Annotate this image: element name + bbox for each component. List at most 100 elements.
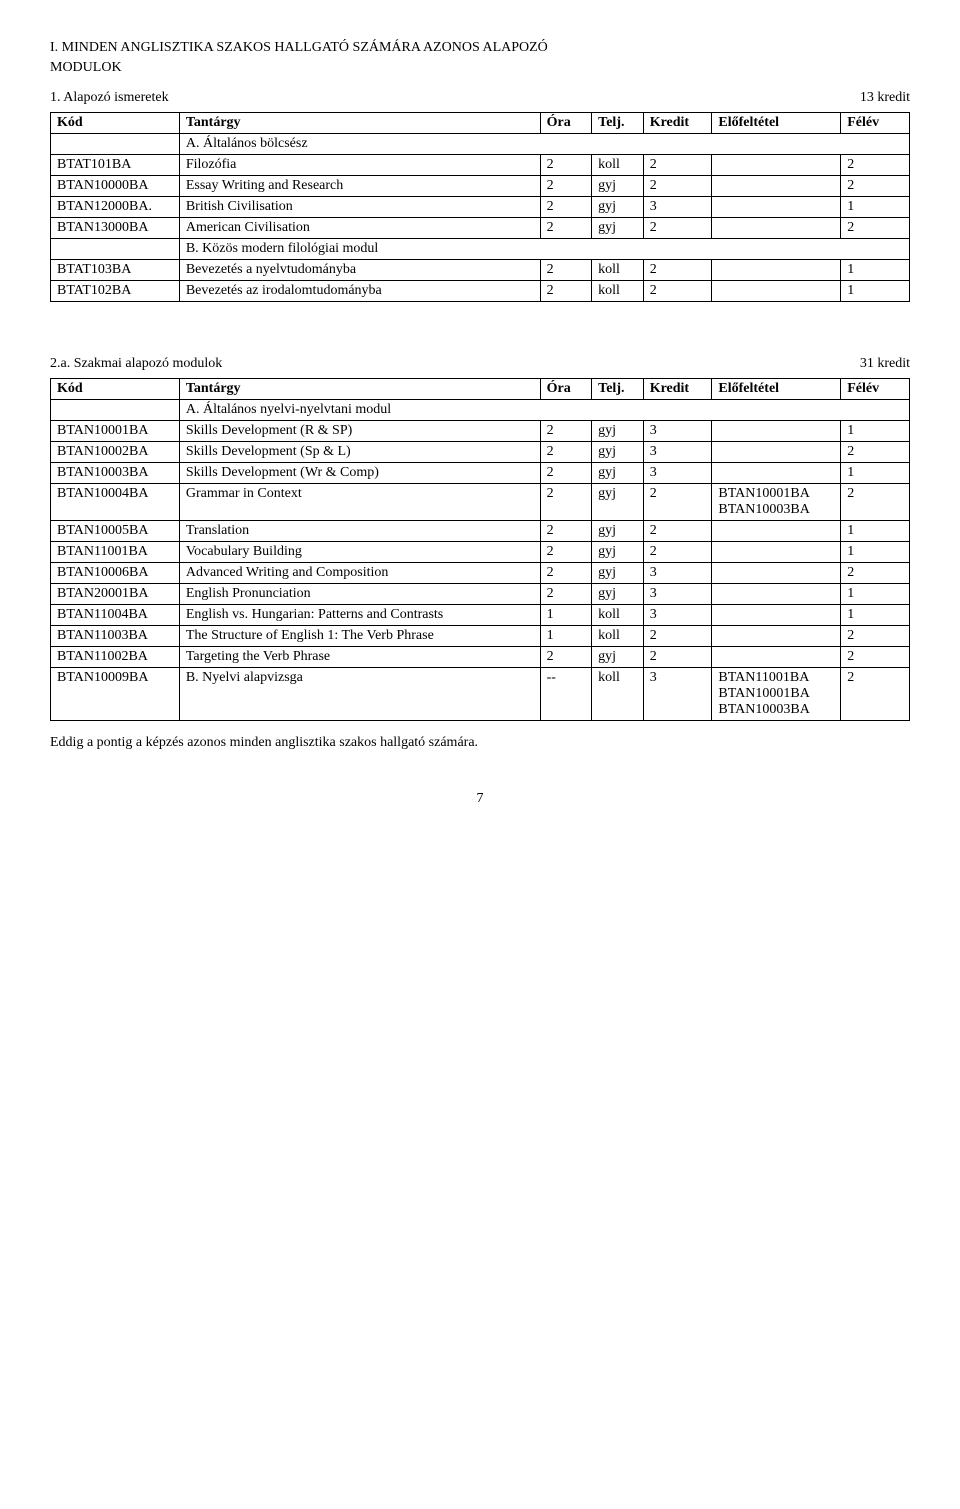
cell-ora: 1: [540, 605, 592, 626]
cell-subj: Vocabulary Building: [179, 542, 540, 563]
cell-fel: 2: [841, 155, 910, 176]
cell-kred: 2: [643, 218, 712, 239]
cell-subj: Advanced Writing and Composition: [179, 563, 540, 584]
table-header-row: Kód Tantárgy Óra Telj. Kredit Előfeltéte…: [51, 379, 910, 400]
cell-subj: Targeting the Verb Phrase: [179, 647, 540, 668]
cell-kred: 3: [643, 197, 712, 218]
table-group-row: A. Általános nyelvi-nyelvtani modul: [51, 400, 910, 421]
cell-ora: 2: [540, 260, 592, 281]
cell-code: BTAN10005BA: [51, 521, 180, 542]
th-felev: Félév: [841, 113, 910, 134]
cell-pre: [712, 218, 841, 239]
table-header-row: Kód Tantárgy Óra Telj. Kredit Előfeltéte…: [51, 113, 910, 134]
cell-fel: 2: [841, 647, 910, 668]
cell-telj: gyj: [592, 442, 644, 463]
cell-subj: British Civilisation: [179, 197, 540, 218]
cell-ora: 2: [540, 421, 592, 442]
cell-fel: 1: [841, 197, 910, 218]
cell-fel: 2: [841, 176, 910, 197]
cell-kred: 3: [643, 563, 712, 584]
cell-subj: Translation: [179, 521, 540, 542]
cell-telj: gyj: [592, 584, 644, 605]
table-row: BTAN10006BA Advanced Writing and Composi…: [51, 563, 910, 584]
cell-telj: gyj: [592, 218, 644, 239]
cell-telj: gyj: [592, 484, 644, 521]
th-code: Kód: [51, 379, 180, 400]
cell-ora: 2: [540, 542, 592, 563]
cell-pre: [712, 647, 841, 668]
table-group-row: B. Közös modern filológiai modul: [51, 239, 910, 260]
cell-empty: [51, 134, 180, 155]
cell-kred: 3: [643, 442, 712, 463]
section1-credit: 13 kredit: [860, 90, 910, 106]
cell-kred: 3: [643, 421, 712, 442]
cell-telj: koll: [592, 260, 644, 281]
cell-pre: [712, 421, 841, 442]
cell-code: BTAN11004BA: [51, 605, 180, 626]
cell-subj: Grammar in Context: [179, 484, 540, 521]
table-1: Kód Tantárgy Óra Telj. Kredit Előfeltéte…: [50, 112, 910, 302]
table-group-row: A. Általános bölcsész: [51, 134, 910, 155]
cell-ora: 2: [540, 647, 592, 668]
th-telj: Telj.: [592, 379, 644, 400]
cell-fel: 2: [841, 484, 910, 521]
th-subject: Tantárgy: [179, 379, 540, 400]
cell-ora: 2: [540, 176, 592, 197]
cell-subj: Skills Development (Wr & Comp): [179, 463, 540, 484]
cell-ora: 2: [540, 463, 592, 484]
cell-fel: 2: [841, 442, 910, 463]
cell-telj: koll: [592, 626, 644, 647]
cell-subj: The Structure of English 1: The Verb Phr…: [179, 626, 540, 647]
cell-code: BTAN11002BA: [51, 647, 180, 668]
cell-telj: gyj: [592, 542, 644, 563]
cell-fel: 1: [841, 542, 910, 563]
table-row: BTAT102BA Bevezetés az irodalomtudományb…: [51, 281, 910, 302]
cell-telj: gyj: [592, 647, 644, 668]
cell-subj: English vs. Hungarian: Patterns and Cont…: [179, 605, 540, 626]
cell-fel: 2: [841, 218, 910, 239]
cell-subj: Bevezetés az irodalomtudományba: [179, 281, 540, 302]
cell-code: BTAN10004BA: [51, 484, 180, 521]
cell-ora: 2: [540, 484, 592, 521]
cell-telj: gyj: [592, 176, 644, 197]
page-number: 7: [50, 791, 910, 807]
cell-kred: 2: [643, 542, 712, 563]
cell-ora: 2: [540, 563, 592, 584]
cell-code: BTAN10001BA: [51, 421, 180, 442]
table-row: BTAT103BA Bevezetés a nyelvtudományba 2 …: [51, 260, 910, 281]
table-row: BTAN10002BA Skills Development (Sp & L) …: [51, 442, 910, 463]
cell-subj: Filozófia: [179, 155, 540, 176]
cell-code: BTAT102BA: [51, 281, 180, 302]
th-kredit: Kredit: [643, 379, 712, 400]
cell-subj: B. Nyelvi alapvizsga: [179, 668, 540, 721]
cell-fel: 1: [841, 421, 910, 442]
cell-code: BTAN20001BA: [51, 584, 180, 605]
table-2: Kód Tantárgy Óra Telj. Kredit Előfeltéte…: [50, 378, 910, 721]
cell-pre: [712, 260, 841, 281]
page-title-line2: MODULOK: [50, 60, 910, 76]
group-b-label: B. Közös modern filológiai modul: [179, 239, 909, 260]
cell-telj: gyj: [592, 521, 644, 542]
cell-code: BTAN11001BA: [51, 542, 180, 563]
cell-pre: BTAN10001BA BTAN10003BA: [712, 484, 841, 521]
cell-fel: 1: [841, 521, 910, 542]
cell-code: BTAN10009BA: [51, 668, 180, 721]
cell-fel: 1: [841, 584, 910, 605]
cell-code: BTAN10002BA: [51, 442, 180, 463]
cell-fel: 2: [841, 563, 910, 584]
cell-pre: [712, 542, 841, 563]
cell-ora: 2: [540, 218, 592, 239]
table-row: BTAN10000BA Essay Writing and Research 2…: [51, 176, 910, 197]
group-a2-label: A. Általános nyelvi-nyelvtani modul: [179, 400, 909, 421]
cell-fel: 1: [841, 463, 910, 484]
cell-fel: 1: [841, 605, 910, 626]
cell-kred: 2: [643, 176, 712, 197]
table-row: BTAN10003BA Skills Development (Wr & Com…: [51, 463, 910, 484]
cell-code: BTAN11003BA: [51, 626, 180, 647]
cell-code: BTAN10006BA: [51, 563, 180, 584]
table-row: BTAN10001BA Skills Development (R & SP) …: [51, 421, 910, 442]
table-row: BTAN20001BA English Pronunciation 2 gyj …: [51, 584, 910, 605]
th-pre: Előfeltétel: [712, 379, 841, 400]
cell-empty: [51, 400, 180, 421]
table-row: BTAN11001BA Vocabulary Building 2 gyj 2 …: [51, 542, 910, 563]
